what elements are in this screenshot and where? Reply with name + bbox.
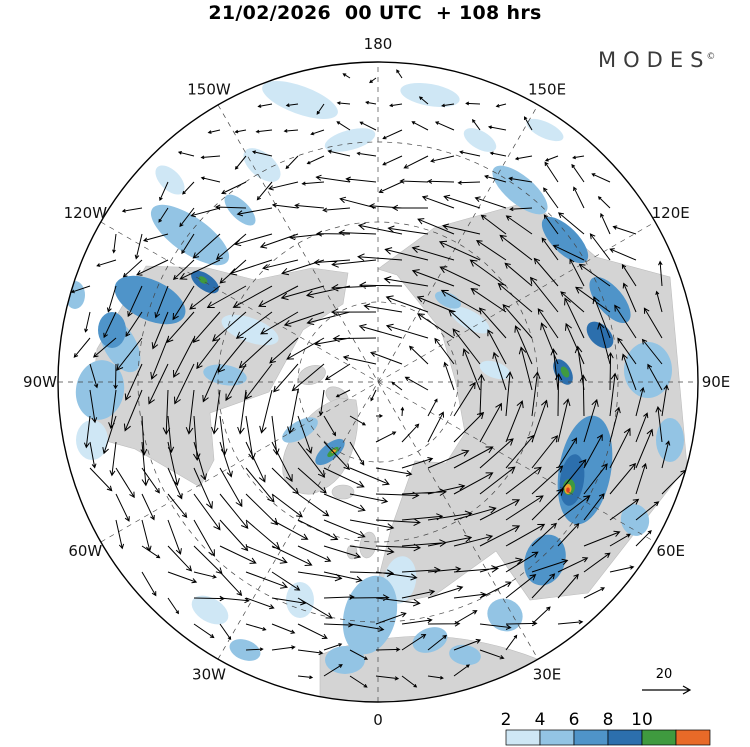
longitude-label-30W: 30W bbox=[192, 666, 226, 684]
colorbar-segment bbox=[505, 729, 541, 746]
longitude-label-90E: 90E bbox=[702, 373, 731, 391]
colorbar-tick-label: 6 bbox=[569, 710, 580, 730]
reference-arrow-value: 20 bbox=[656, 667, 673, 682]
longitude-label-60E: 60E bbox=[656, 542, 685, 560]
longitude-label-120W: 120W bbox=[64, 204, 108, 222]
landmass-britain bbox=[359, 531, 377, 559]
wind-arrow-field bbox=[70, 69, 687, 688]
modes-logo-text: MODES bbox=[598, 48, 711, 72]
colorbar-tick-label: 8 bbox=[603, 710, 614, 730]
map-boundary-circle bbox=[57, 61, 699, 703]
colorbar-segment bbox=[607, 729, 643, 746]
wind-reference-legend: 20 bbox=[642, 667, 692, 695]
reference-arrow bbox=[642, 685, 692, 695]
chart-title: 21/02/2026 00 UTC + 108 hrs bbox=[208, 2, 542, 24]
longitude-labels: 180 150E 120E 90E 60E 30E 0 30W 60W 90W 120W 150W bbox=[23, 35, 730, 729]
longitude-label-150W: 150W bbox=[187, 80, 231, 98]
colorbar-tick-label: 2 bbox=[501, 710, 512, 730]
longitude-label-0: 0 bbox=[373, 711, 383, 729]
longitude-label-60W: 60W bbox=[68, 542, 102, 560]
longitude-label-180: 180 bbox=[364, 35, 393, 53]
colorbar-segment bbox=[539, 729, 575, 746]
colorbar-tick-label: 10 bbox=[631, 710, 653, 730]
modes-logo-mark: © bbox=[706, 52, 716, 62]
wind-vectors bbox=[70, 69, 687, 688]
landmass-iceland bbox=[331, 484, 355, 500]
longitude-label-90W: 90W bbox=[23, 373, 57, 391]
colorbar: 2 4 6 8 10 bbox=[501, 710, 711, 746]
longitude-label-30E: 30E bbox=[533, 666, 562, 684]
longitude-label-120E: 120E bbox=[652, 204, 690, 222]
modes-logo: MODES© bbox=[598, 48, 715, 72]
colorbar-segment bbox=[641, 729, 677, 746]
longitude-label-150E: 150E bbox=[528, 80, 566, 98]
colorbar-tick-label: 4 bbox=[535, 710, 546, 730]
colorbar-segment bbox=[675, 729, 711, 746]
colorbar-segment bbox=[573, 729, 609, 746]
